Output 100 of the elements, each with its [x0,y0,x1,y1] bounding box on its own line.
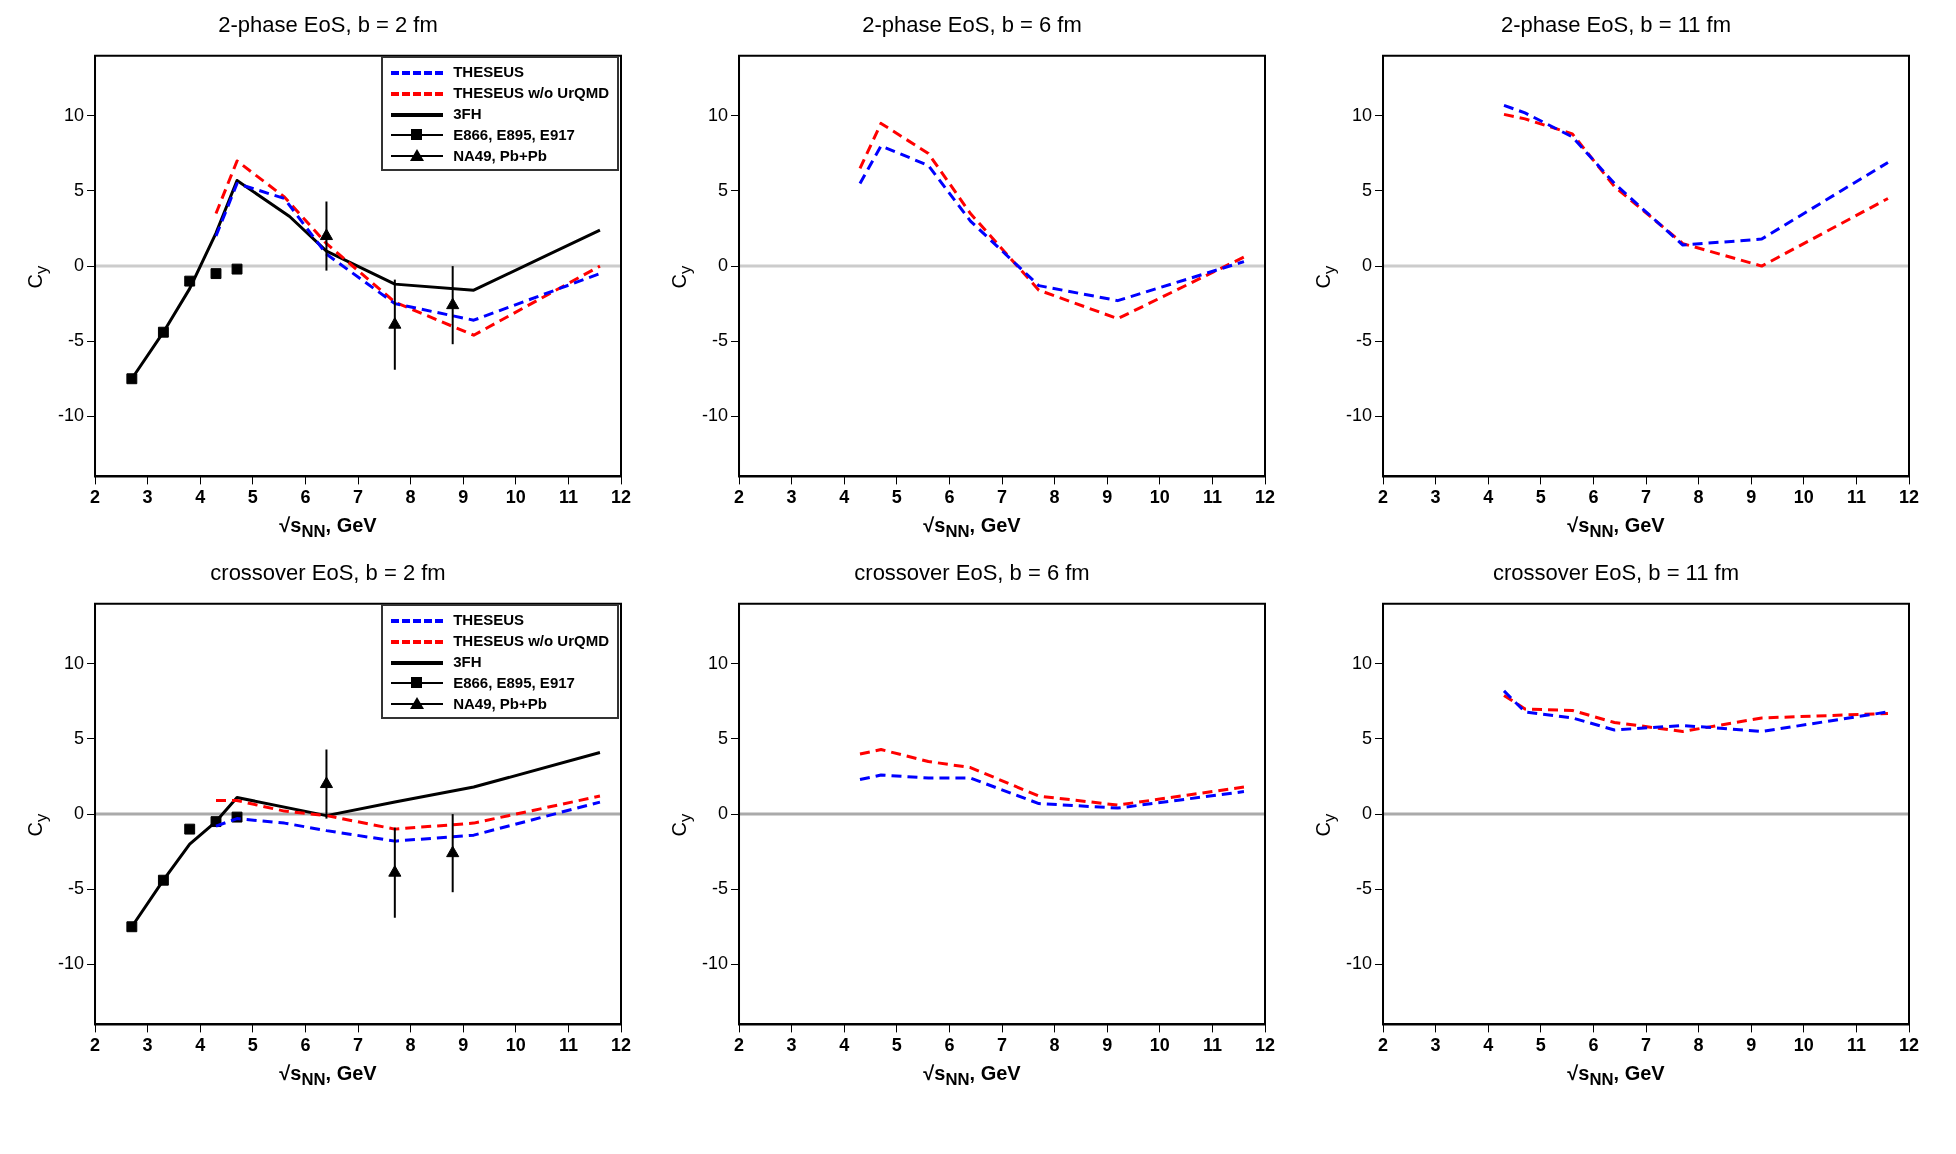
x-tick-label: 3 [786,1035,797,1056]
chart-title: crossover EoS, b = 6 fm [854,559,1090,587]
x-tick-label: 2 [1378,487,1389,508]
x-tick-label: 5 [1535,1035,1546,1056]
x-tick-label: 4 [839,1035,850,1056]
x-tick-label: 11 [558,487,578,508]
x-tick-label: 3 [142,1035,153,1056]
y-tick-label: 10 [63,652,85,673]
x-tick-label: 7 [1641,487,1652,508]
x-tick-label: 9 [458,1035,469,1056]
line-series [1502,112,1890,268]
line-series [858,773,1246,810]
x-tick-label: 2 [90,487,101,508]
y-tick-label: 10 [707,652,729,673]
chart-title: crossover EoS, b = 11 fm [1493,559,1739,587]
x-tick-label: 12 [610,1035,632,1056]
y-tick-label: 0 [74,803,85,824]
x-tick-label: 12 [1254,1035,1276,1056]
y-tick-label: 10 [1351,104,1373,125]
x-tick-label: 7 [353,1035,364,1056]
y-tick-label: 10 [63,104,85,125]
legend-label: 3FH [453,653,482,670]
y-tick-label: 0 [718,255,729,276]
x-tick-label: 5 [1535,487,1546,508]
chart-title: 2-phase EoS, b = 2 fm [218,11,438,39]
line-series [858,144,1246,303]
x-tick-label: 5 [247,1035,258,1056]
x-tick-label: 12 [610,487,632,508]
y-tick-label: -10 [702,405,729,426]
x-tick-label: 3 [786,487,797,508]
x-tick-label: 9 [1102,487,1113,508]
y-tick-label: -5 [1356,878,1373,899]
x-axis-title: √s$_{NN}$, GeV [923,1062,1021,1090]
y-tick-label: -10 [58,953,85,974]
line-series [214,181,602,322]
x-tick-label: 2 [1378,1035,1389,1056]
x-tick-label: 8 [1049,1035,1060,1056]
chart-title: 2-phase EoS, b = 11 fm [1500,11,1732,39]
y-tick-label: 0 [718,803,729,824]
legend-label: NA49, Pb+Pb [453,695,547,712]
legend-label: THESEUS w/o UrQMD [453,632,609,649]
legend-label: E866, E895, E917 [453,674,575,691]
x-tick-label: 9 [458,487,469,508]
y-tick-label: -5 [1356,330,1373,351]
line-series [214,794,602,831]
legend-label: NA49, Pb+Pb [453,147,547,164]
point [210,268,222,280]
y-tick-label: 5 [718,727,729,748]
x-tick-label: 5 [891,487,902,508]
x-tick-label: 2 [734,487,745,508]
legend-label: 3FH [453,105,482,122]
y-tick-label: 5 [74,727,85,748]
x-axis-title: √s$_{NN}$, GeV [279,1062,377,1090]
legend-label: E866, E895, E917 [453,126,575,143]
x-tick-label: 8 [1693,487,1704,508]
x-tick-label: 12 [1898,487,1920,508]
y-tick-label: 10 [1351,652,1373,673]
x-tick-label: 9 [1102,1035,1113,1056]
x-tick-label: 6 [300,1035,311,1056]
x-tick-label: 6 [944,1035,955,1056]
y-tick-label: 0 [1362,803,1373,824]
x-tick-label: 10 [505,487,526,508]
x-tick-label: 6 [1588,1035,1599,1056]
x-tick-label: 6 [944,487,955,508]
x-tick-label: 8 [1049,487,1060,508]
x-axis-title: √s$_{NN}$, GeV [1567,1062,1665,1090]
x-tick-label: 4 [839,487,850,508]
x-tick-label: 5 [891,1035,902,1056]
legend-label: THESEUS [453,63,524,80]
point [184,823,196,835]
x-tick-label: 2 [734,1035,745,1056]
y-tick-label: 5 [1362,179,1373,200]
x-tick-label: 7 [997,487,1008,508]
x-tick-label: 4 [195,487,206,508]
x-tick-label: 7 [353,487,364,508]
y-tick-label: 0 [1362,255,1373,276]
x-tick-label: 8 [1693,1035,1704,1056]
x-tick-label: 9 [1746,1035,1757,1056]
y-tick-label: -5 [68,330,85,351]
x-tick-label: 3 [1430,1035,1441,1056]
line-series [1502,103,1890,247]
x-tick-label: 4 [1483,487,1494,508]
y-tick-label: 0 [74,255,85,276]
x-tick-label: 11 [558,1035,578,1056]
x-tick-label: 6 [300,487,311,508]
y-tick-label: -10 [702,953,729,974]
y-tick-label: 10 [707,104,729,125]
x-tick-label: 6 [1588,487,1599,508]
x-tick-label: 4 [1483,1035,1494,1056]
x-tick-label: 11 [1846,487,1866,508]
x-axis-title: √s$_{NN}$, GeV [1567,514,1665,542]
chart-title: 2-phase EoS, b = 6 fm [862,11,1082,39]
y-tick-label: -10 [1346,405,1373,426]
x-tick-label: 12 [1898,1035,1920,1056]
x-tick-label: 4 [195,1035,206,1056]
x-tick-label: 7 [1641,1035,1652,1056]
x-tick-label: 10 [1149,487,1170,508]
x-tick-label: 8 [405,487,416,508]
line-series [858,748,1246,807]
y-tick-label: -5 [68,878,85,899]
